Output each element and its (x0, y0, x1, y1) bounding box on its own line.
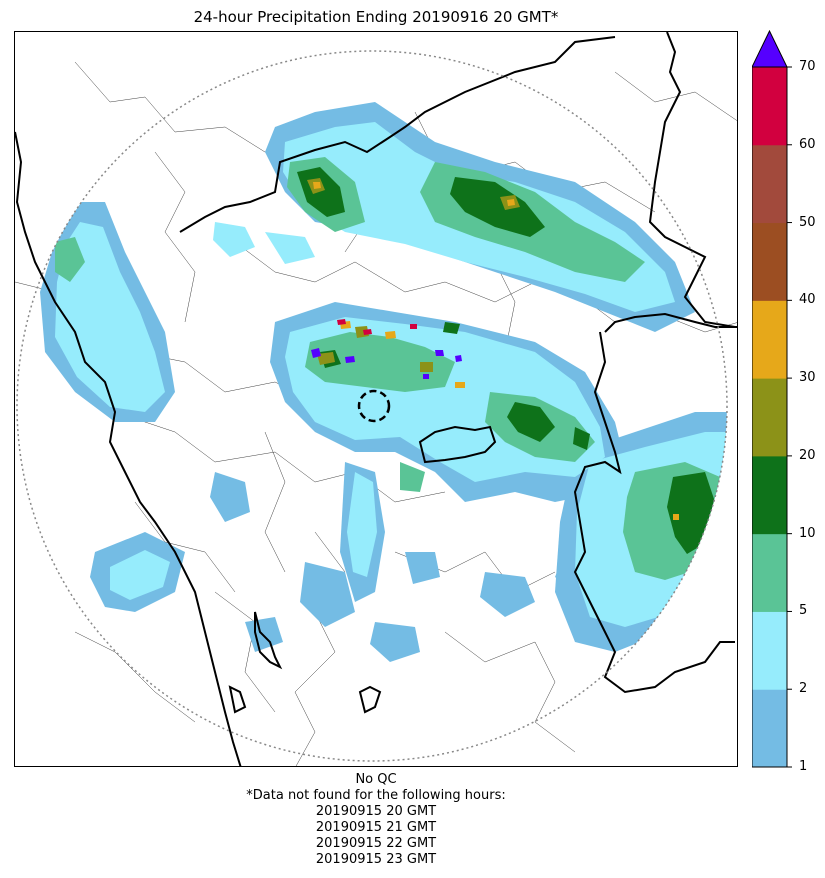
radar-range-ring (16, 50, 728, 762)
colorbar-tick-label: 2 (799, 681, 808, 697)
colorbar-tick-label: 30 (799, 370, 816, 386)
missing-data-header: *Data not found for the following hours: (246, 788, 506, 803)
missing-hour: 20190915 20 GMT (315, 804, 437, 819)
colorbar-segments (752, 67, 787, 768)
colorbar-segment (752, 300, 787, 379)
precipitation-field (40, 102, 727, 662)
colorbar-tick-label: 60 (799, 136, 816, 152)
colorbar-outline (752, 66, 788, 768)
missing-hour: 20190915 22 GMT (315, 836, 437, 851)
colorbar-segment (752, 455, 787, 535)
state-boundaries (15, 32, 737, 766)
colorbar-segment (752, 222, 787, 301)
colorbar-segment (752, 611, 787, 690)
colorbar-segment (752, 67, 787, 146)
radar-site-marker (357, 389, 391, 423)
colorbar-segment (752, 378, 787, 457)
colorbar-tick-label: 70 (799, 59, 816, 74)
colorbar-segment (752, 533, 787, 612)
colorbar-tick-label: 40 (799, 292, 816, 308)
map-title: 24-hour Precipitation Ending 20190916 20… (193, 8, 559, 26)
map-canvas (15, 32, 737, 766)
map-footer: No QC *Data not found for the following … (14, 772, 738, 868)
colorbar-segment (752, 144, 787, 224)
colorbar (752, 30, 792, 768)
colorbar-tick-label: 50 (799, 214, 816, 230)
colorbar-tick-label: 5 (799, 603, 808, 619)
missing-hour: 20190915 21 GMT (315, 820, 437, 835)
colorbar-tick-label: 20 (799, 447, 816, 463)
missing-hour: 20190915 23 GMT (315, 852, 437, 867)
colorbar-ticks (787, 66, 792, 768)
colorbar-extend-arrow (752, 30, 788, 68)
precipitation-map (14, 31, 738, 767)
qc-note: No QC (355, 772, 397, 787)
colorbar-tick-label: 1 (799, 759, 808, 774)
colorbar-tick-label: 10 (799, 525, 816, 541)
colorbar-segment (752, 689, 787, 768)
